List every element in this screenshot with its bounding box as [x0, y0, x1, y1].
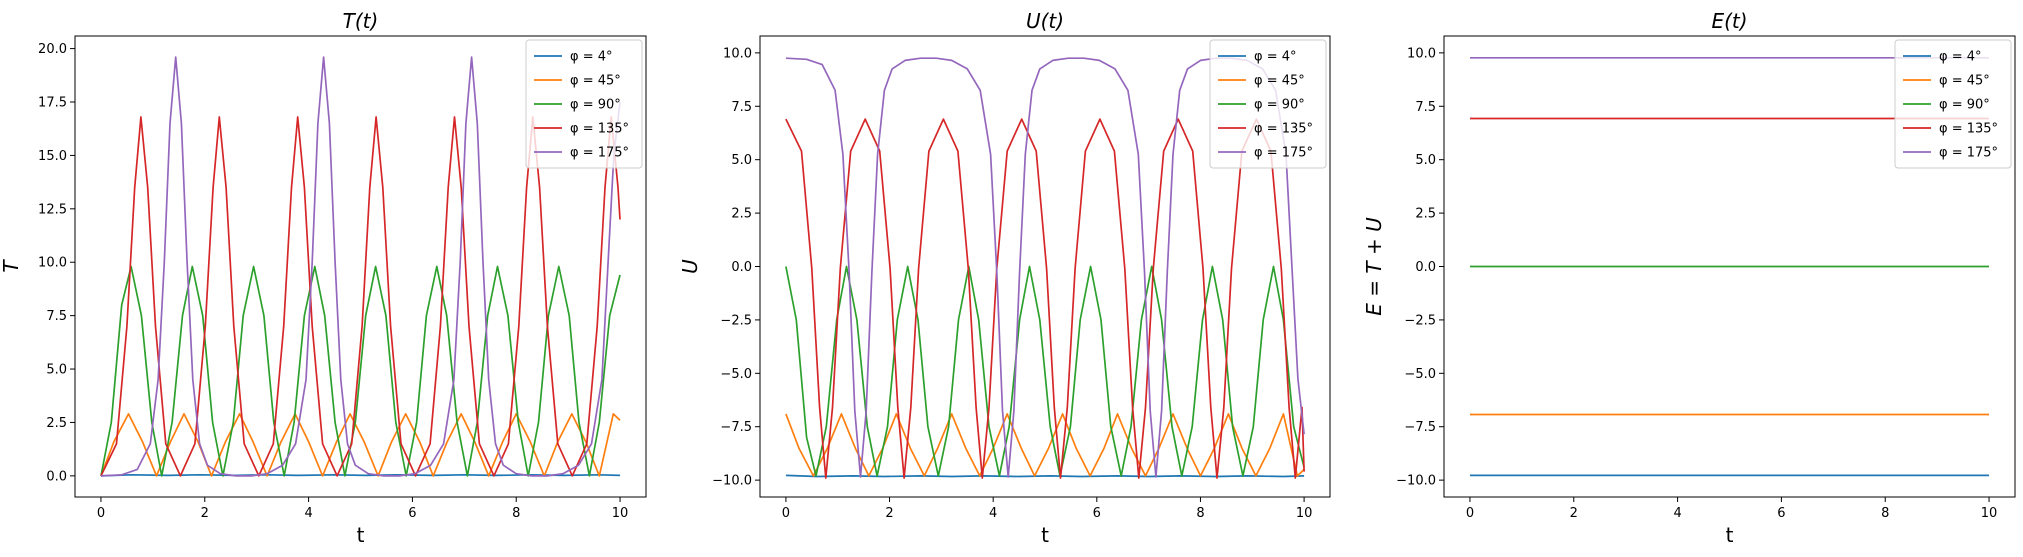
- y-tick-label: 0.0: [46, 469, 67, 484]
- x-tick-label: 8: [512, 506, 520, 521]
- legend: φ = 4° φ = 45° φ = 90° φ = 135° φ = 175°: [525, 39, 643, 169]
- legend-entry: φ = 175°: [570, 146, 629, 161]
- y-tick-label: 10.0: [1407, 46, 1436, 61]
- x-tick-label: 6: [1093, 506, 1101, 521]
- y-tick-label: 10.0: [38, 256, 67, 271]
- x-tick-label: 6: [1777, 506, 1785, 521]
- y-tick-label: 7.5: [46, 309, 67, 324]
- x-tick-label: 4: [1673, 506, 1681, 521]
- chart-title: T(t): [343, 9, 379, 33]
- x-axis-label: t: [1041, 523, 1049, 547]
- series-line: [100, 413, 621, 477]
- x-tick-label: 4: [304, 506, 312, 521]
- x-tick-label: 0: [782, 506, 790, 521]
- y-axis-label: E = T + U: [1362, 217, 1386, 316]
- y-tick-label: 5.0: [1415, 153, 1436, 168]
- x-tick-label: 10: [612, 506, 629, 521]
- y-tick-label: 20.0: [38, 42, 67, 57]
- legend-entry: φ = 135°: [570, 122, 629, 137]
- y-tick-label: 7.5: [731, 100, 752, 115]
- legend-entry: φ = 45°: [570, 74, 621, 89]
- y-axis-label: U: [678, 259, 702, 274]
- series-group: [785, 57, 1305, 479]
- series-line: [100, 116, 621, 477]
- x-tick-label: 0: [97, 506, 105, 521]
- legend-box: [1894, 39, 2012, 169]
- axes-frame: [74, 35, 647, 498]
- y-tick-label: 0.0: [731, 260, 752, 275]
- y-tick-label: 10.0: [723, 46, 752, 61]
- legend-box: [1209, 39, 1327, 169]
- x-tick-label: 2: [885, 506, 893, 521]
- y-tick-label: −10.0: [1396, 474, 1436, 489]
- legend-box: [525, 39, 643, 169]
- legend-entry: φ = 90°: [570, 98, 621, 113]
- legend-entry: φ = 45°: [1254, 74, 1305, 89]
- x-tick-label: 10: [1981, 506, 1998, 521]
- legend: φ = 4° φ = 45° φ = 90° φ = 135° φ = 175°: [1894, 39, 2012, 169]
- legend-entry: φ = 175°: [1254, 146, 1313, 161]
- y-tick-label: −7.5: [720, 420, 752, 435]
- series-line: [785, 265, 1305, 477]
- x-tick-label: 0: [1466, 506, 1474, 521]
- y-tick-label: −7.5: [1404, 420, 1436, 435]
- legend-entry: φ = 175°: [1939, 146, 1998, 161]
- x-axis-label: t: [1726, 523, 1734, 547]
- y-tick-label: 5.0: [46, 363, 67, 378]
- chart-panel: 0 2 4 6 8 10 −10.0 −7.5 −5.0 −2.5 0.0 2.5 5.0 7.5 10.0…: [1362, 9, 2016, 547]
- y-tick-label: 7.5: [1415, 100, 1436, 115]
- x-tick-label: 2: [1570, 506, 1578, 521]
- series-group: [100, 56, 621, 477]
- legend-entry: φ = 4°: [1939, 50, 1982, 65]
- series-line: [785, 118, 1305, 479]
- y-tick-label: −2.5: [1404, 313, 1436, 328]
- y-tick-label: 2.5: [46, 416, 67, 431]
- y-tick-label: 15.0: [38, 149, 67, 164]
- chart-panel: 0 2 4 6 8 10 0.0 2.5 5.0 7.5 10.0 12.5 15.0 17.5 20.0 T…: [0, 9, 647, 547]
- legend-entry: φ = 90°: [1254, 98, 1305, 113]
- legend-entry: φ = 90°: [1939, 98, 1990, 113]
- y-tick-label: −2.5: [720, 313, 752, 328]
- series-line: [100, 265, 621, 477]
- x-tick-label: 8: [1196, 506, 1204, 521]
- x-tick-label: 6: [408, 506, 416, 521]
- chart-title: E(t): [1711, 9, 1747, 33]
- y-tick-label: −5.0: [720, 367, 752, 382]
- series-line: [100, 56, 621, 477]
- y-tick-label: 17.5: [38, 96, 67, 111]
- legend-entry: φ = 4°: [570, 50, 613, 65]
- y-axis-label: T: [0, 259, 23, 273]
- legend: φ = 4° φ = 45° φ = 90° φ = 135° φ = 175°: [1209, 39, 1327, 169]
- x-tick-label: 2: [201, 506, 209, 521]
- x-axis-label: t: [357, 523, 365, 547]
- y-tick-label: 12.5: [38, 202, 67, 217]
- x-tick-label: 4: [989, 506, 997, 521]
- y-tick-label: 0.0: [1415, 260, 1436, 275]
- y-tick-label: −10.0: [712, 474, 752, 489]
- chart-panel: 0 2 4 6 8 10 −10.0 −7.5 −5.0 −2.5 0.0 2.5 5.0 7.5 10.0…: [678, 9, 1331, 547]
- series-group: [1470, 56, 1989, 477]
- y-tick-label: 2.5: [731, 207, 752, 222]
- legend-entry: φ = 135°: [1939, 122, 1998, 137]
- x-tick-label: 10: [1296, 506, 1313, 521]
- y-tick-label: 2.5: [1415, 207, 1436, 222]
- chart-title: U(t): [1026, 9, 1064, 33]
- series-line: [785, 413, 1305, 477]
- series-line: [100, 473, 621, 477]
- x-tick-label: 8: [1881, 506, 1889, 521]
- legend-entry: φ = 4°: [1254, 50, 1297, 65]
- legend-entry: φ = 135°: [1254, 122, 1313, 137]
- series-line: [785, 474, 1305, 478]
- y-tick-label: 5.0: [731, 153, 752, 168]
- legend-entry: φ = 45°: [1939, 74, 1990, 89]
- series-line: [785, 57, 1305, 478]
- y-tick-label: −5.0: [1404, 367, 1436, 382]
